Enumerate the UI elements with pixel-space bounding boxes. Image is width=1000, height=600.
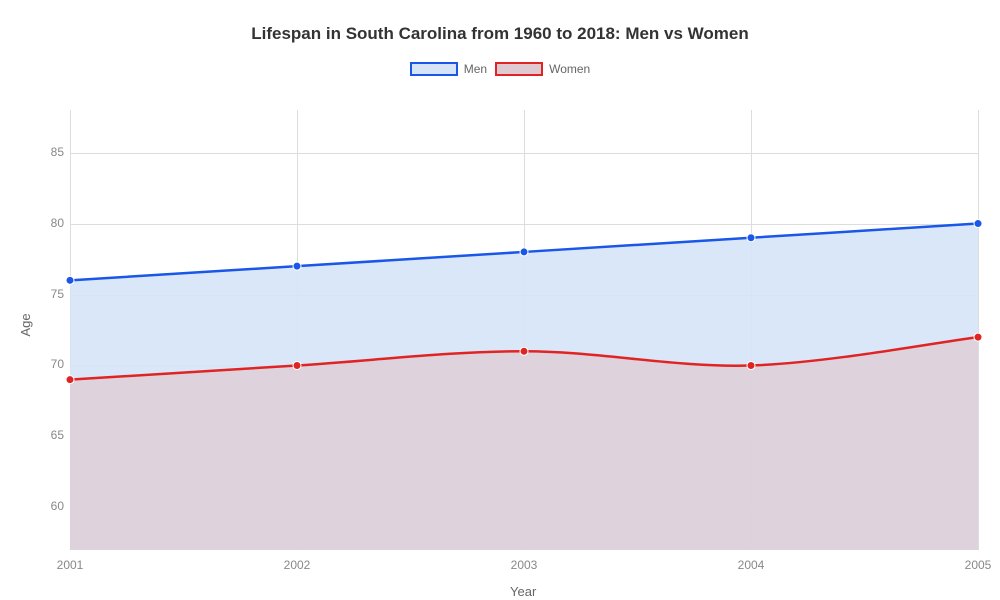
marker-women[interactable] [66,376,74,384]
marker-women[interactable] [747,361,755,369]
chart-svg [0,0,1000,600]
marker-women[interactable] [293,361,301,369]
marker-men[interactable] [520,248,528,256]
chart-container: Lifespan in South Carolina from 1960 to … [0,0,1000,600]
marker-women[interactable] [520,347,528,355]
marker-women[interactable] [974,333,982,341]
marker-men[interactable] [293,262,301,270]
marker-men[interactable] [747,234,755,242]
marker-men[interactable] [66,276,74,284]
marker-men[interactable] [974,220,982,228]
